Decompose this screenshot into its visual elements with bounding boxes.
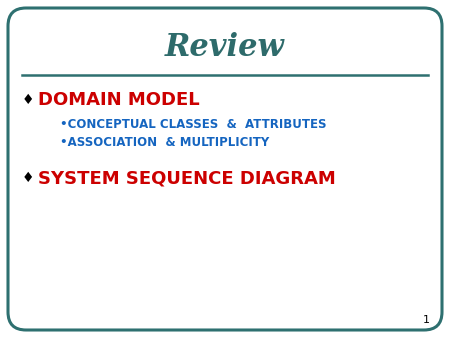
- Text: Review: Review: [165, 32, 285, 64]
- Text: •ASSOCIATION  & MULTIPLICITY: •ASSOCIATION & MULTIPLICITY: [60, 136, 269, 148]
- Text: ♦: ♦: [22, 93, 35, 107]
- Text: SYSTEM SEQUENCE DIAGRAM: SYSTEM SEQUENCE DIAGRAM: [38, 169, 336, 187]
- Text: ♦: ♦: [22, 171, 35, 185]
- Text: 1: 1: [423, 315, 430, 325]
- FancyBboxPatch shape: [8, 8, 442, 330]
- Text: DOMAIN MODEL: DOMAIN MODEL: [38, 91, 200, 109]
- Text: •CONCEPTUAL CLASSES  &  ATTRIBUTES: •CONCEPTUAL CLASSES & ATTRIBUTES: [60, 119, 327, 131]
